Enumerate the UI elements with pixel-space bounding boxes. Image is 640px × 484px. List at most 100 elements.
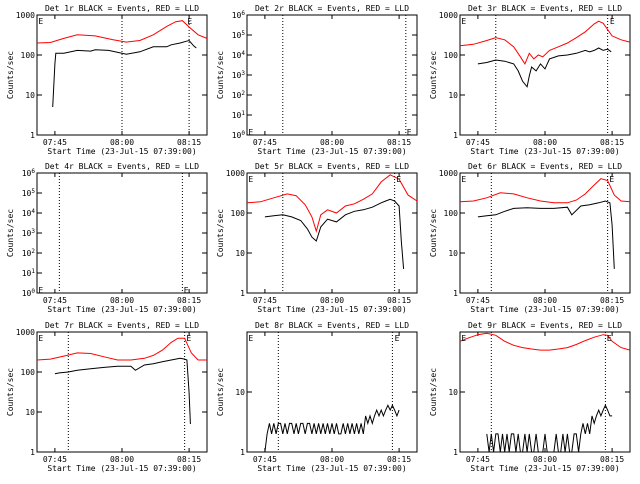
detector-panel-3: Det 3r BLACK = Events, RED = LLD 07:45 08:… (429, 4, 631, 156)
y-axis-label: Counts/sec (429, 368, 438, 416)
y-tick-label: 100 (22, 288, 36, 298)
y-tick-label: 1000 (439, 11, 458, 20)
y-tick-label: 100 (231, 209, 246, 218)
x-tick-label: 08:15 (600, 296, 624, 305)
x-tick-label: 08:15 (177, 138, 201, 147)
y-tick-label: 1 (30, 131, 35, 140)
y-tick-label: 104 (22, 208, 36, 218)
panel-title: Det 4r BLACK = Events, RED = LLD (45, 162, 199, 171)
y-tick-label: 100 (444, 209, 459, 218)
e-marker: E (248, 128, 253, 137)
x-tick-label: 08:15 (387, 455, 411, 464)
events-series-line (477, 47, 612, 88)
y-tick-label: 1000 (16, 11, 35, 20)
plot-frame (459, 14, 631, 136)
y-tick-label: 1 (240, 448, 245, 457)
plot-frame (246, 172, 418, 294)
y-tick-label: 1 (453, 448, 458, 457)
e-marker: E (38, 286, 43, 295)
e-marker: E (186, 334, 191, 343)
y-axis-label: Counts/sec (6, 368, 15, 416)
x-axis-label: Start Time (23-Jul-15 07:39:00) (257, 147, 406, 156)
x-axis-label: Start Time (23-Jul-15 07:39:00) (257, 305, 406, 314)
y-tick-label: 100 (444, 51, 459, 60)
y-axis-label: Counts/sec (429, 51, 438, 99)
y-tick-label: 106 (22, 168, 36, 178)
e-marker: E (461, 334, 466, 343)
y-axis-label: Counts/sec (6, 209, 15, 257)
x-tick-label: 08:15 (387, 296, 411, 305)
lld-series-line (459, 178, 631, 204)
y-tick-label: 10 (235, 249, 245, 258)
y-tick-label: 100 (21, 368, 36, 377)
x-tick-label: 08:15 (177, 455, 201, 464)
y-tick-label: 103 (232, 70, 246, 80)
y-tick-label: 10 (448, 388, 458, 397)
y-tick-label: 10 (25, 91, 35, 100)
e-marker: E (461, 17, 466, 26)
x-tick-label: 07:45 (43, 296, 67, 305)
y-tick-label: 1000 (226, 169, 245, 178)
y-tick-label: 103 (22, 228, 36, 238)
y-axis-label: Counts/sec (6, 51, 15, 99)
x-tick-label: 08:15 (600, 455, 624, 464)
x-axis-label: Start Time (23-Jul-15 07:39:00) (257, 464, 406, 473)
e-marker: E (38, 334, 43, 343)
e-marker: E (248, 175, 253, 184)
x-tick-label: 08:00 (533, 455, 557, 464)
x-tick-label: 08:00 (320, 138, 344, 147)
x-tick-label: 08:00 (320, 296, 344, 305)
x-tick-label: 08:00 (533, 296, 557, 305)
x-tick-label: 08:15 (387, 138, 411, 147)
panel-title: Det 8r BLACK = Events, RED = LLD (255, 321, 409, 330)
lld-series-line (36, 337, 207, 361)
detector-panel-6: Det 6r BLACK = Events, RED = LLD 07:45 08:… (429, 162, 631, 314)
detector-panel-1: Det 1r BLACK = Events, RED = LLD 07:45 08:… (6, 4, 208, 156)
y-tick-label: 105 (22, 188, 36, 198)
panel-title: Det 5r BLACK = Events, RED = LLD (255, 162, 409, 171)
x-tick-label: 07:45 (466, 138, 490, 147)
x-tick-label: 08:15 (600, 138, 624, 147)
y-tick-label: 102 (232, 90, 246, 100)
x-tick-label: 07:45 (43, 455, 67, 464)
x-axis-label: Start Time (23-Jul-15 07:39:00) (470, 147, 619, 156)
y-tick-label: 101 (22, 268, 36, 278)
detector-panel-4: Det 4r BLACK = Events, RED = LLD 07:45 08:… (6, 162, 208, 314)
y-tick-label: 10 (448, 249, 458, 258)
x-tick-label: 08:00 (320, 455, 344, 464)
e-marker: E (396, 175, 401, 184)
lld-series-line (36, 20, 208, 44)
y-tick-label: 102 (22, 248, 36, 258)
x-axis-label: Start Time (23-Jul-15 07:39:00) (47, 147, 196, 156)
events-series-line (54, 357, 191, 425)
x-axis-label: Start Time (23-Jul-15 07:39:00) (470, 305, 619, 314)
e-marker: E (461, 175, 466, 184)
y-tick-label: 106 (232, 10, 246, 20)
detector-panel-2: Det 2r BLACK = Events, RED = LLD 07:45 08:… (216, 4, 418, 156)
x-tick-label: 07:45 (466, 296, 490, 305)
e-marker: E (609, 175, 614, 184)
y-tick-label: 104 (232, 50, 246, 60)
x-tick-label: 07:45 (43, 138, 67, 147)
events-series-line (52, 39, 197, 108)
y-tick-label: 10 (235, 388, 245, 397)
y-tick-label: 1 (30, 448, 35, 457)
y-tick-label: 1000 (16, 328, 35, 337)
y-tick-label: 10 (25, 408, 35, 417)
detector-panel-7: Det 7r BLACK = Events, RED = LLD 07:45 08:… (6, 321, 208, 473)
detector-panel-8: Det 8r BLACK = Events, RED = LLD 07:45 08:… (216, 321, 418, 473)
plot-frame (459, 172, 631, 294)
y-axis-label: Counts/sec (216, 368, 225, 416)
events-series-line (486, 404, 613, 453)
panel-title: Det 9r BLACK = Events, RED = LLD (468, 321, 622, 330)
y-tick-label: 1 (453, 289, 458, 298)
y-axis-label: Counts/sec (216, 51, 225, 99)
e-marker: E (610, 17, 615, 26)
events-series-line (477, 200, 615, 269)
y-axis-label: Counts/sec (216, 209, 225, 257)
x-tick-label: 08:15 (177, 296, 201, 305)
e-marker: E (407, 128, 412, 137)
y-tick-label: 105 (232, 30, 246, 40)
lld-series-line (459, 332, 631, 351)
